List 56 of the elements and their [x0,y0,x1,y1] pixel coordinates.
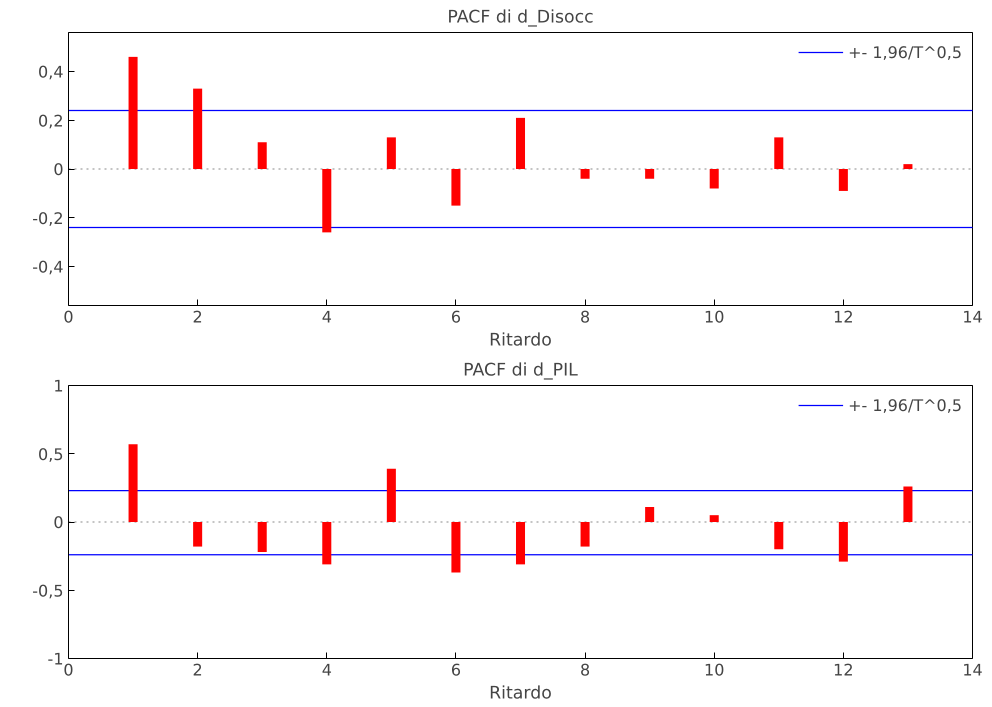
x-tick-label: 14 [962,660,983,680]
bar [580,522,590,547]
y-tick-label: 0,4 [38,62,64,82]
x-tick-label: 8 [580,660,590,680]
chart-title: PACF di d_PIL [463,360,578,380]
bar [645,169,654,179]
bar [386,468,396,522]
bar [516,522,526,564]
y-tick-label: -0,2 [32,208,64,228]
bar [193,522,202,547]
bar [258,142,267,169]
bar [516,118,526,169]
bar [128,56,138,169]
bar [903,486,912,522]
x-tick-label: 10 [704,660,724,680]
x-tick-label: 8 [580,308,590,326]
bar [580,169,590,179]
bar [710,515,719,522]
bar [322,522,332,564]
x-tick-label: 4 [322,308,332,326]
legend-label: +- 1,96/T^0,5 [848,42,962,62]
x-tick-label: 2 [192,308,203,326]
y-tick-label: -0,5 [32,581,64,600]
y-tick-label: 0 [53,513,64,532]
legend-label: +- 1,96/T^0,5 [848,396,962,414]
x-tick-label: 12 [833,308,854,326]
x-tick-label: 2 [192,660,203,680]
x-tick-label: 6 [450,660,462,680]
bar [322,169,332,232]
bar [774,137,784,169]
x-tick-label: 6 [450,308,462,326]
bar [645,506,654,522]
y-tick-label: 1 [53,376,64,396]
bar [451,522,460,573]
x-axis-title: Ritardo [489,330,552,350]
bar [838,169,848,191]
bar [128,444,138,522]
x-tick-label: 12 [833,660,854,680]
bar [258,522,267,552]
y-tick-label: -1 [48,650,64,668]
bar [838,522,848,562]
y-tick-label: 0,5 [38,444,64,464]
x-tick-label: 10 [704,308,724,326]
bar [710,169,719,188]
y-tick-label: -0,4 [32,258,64,276]
bar [193,88,202,169]
bar [774,522,784,550]
y-tick-label: 0,2 [38,111,64,130]
chart-title: PACF di d_Disocc [447,8,594,28]
x-axis-title: Ritardo [489,684,552,704]
bar [903,164,912,169]
x-tick-label: 14 [962,308,983,326]
y-tick-label: 0 [53,160,64,179]
bar [451,169,460,206]
bar [386,137,396,169]
x-tick-label: 4 [322,660,332,680]
